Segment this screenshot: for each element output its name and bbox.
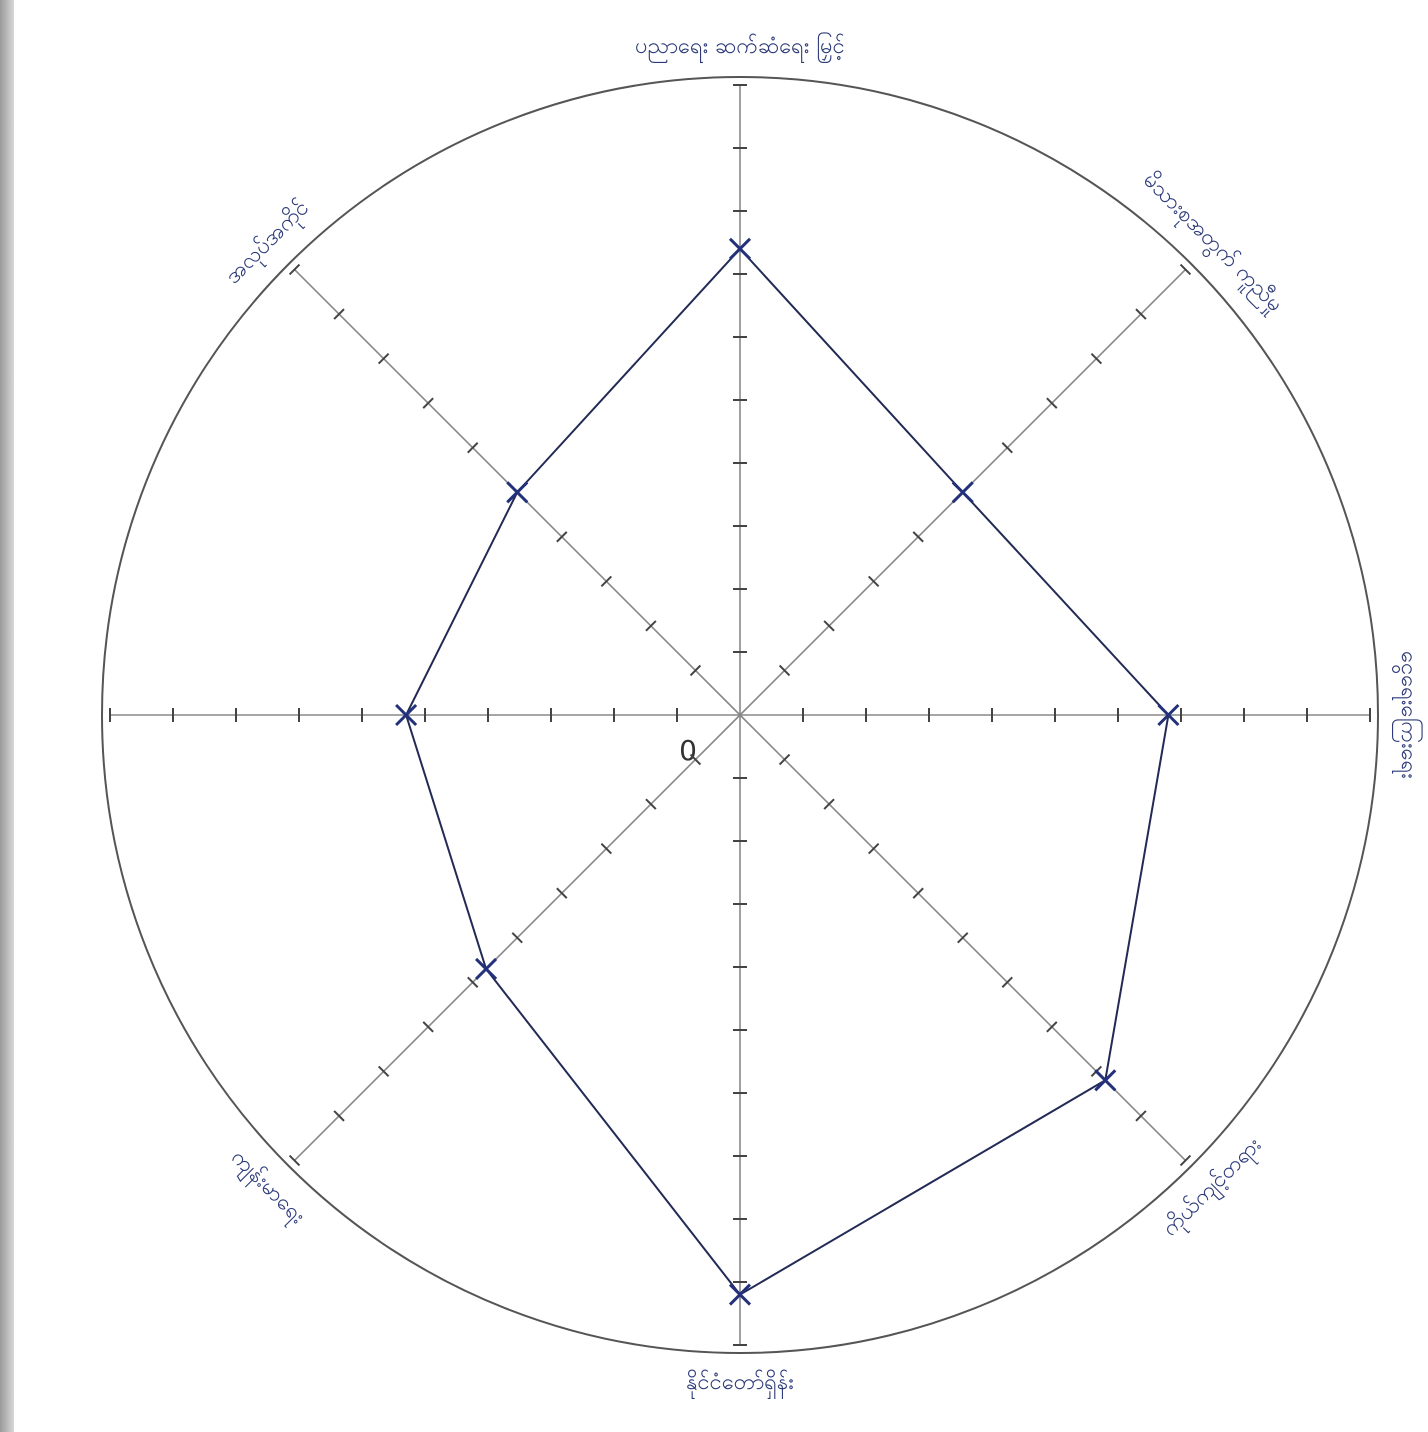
data-point [1095, 1070, 1115, 1090]
axis-label: နိုင်ငံတော်ရှိန်း [686, 1369, 794, 1400]
axis-label: ငွေရေးကြေးရေး [1391, 651, 1423, 779]
axis-label: ပညာရေး ဆက်ဆံရေး မြှင့် [635, 32, 845, 63]
data-point [953, 482, 973, 502]
chart: 0 ပညာရေး ဆက်ဆံရေး မြှင့်မိသားစုအတွက် ကူည… [0, 0, 1428, 1432]
data-point [476, 959, 496, 979]
page: {"chart_data": {"type": "radar", "catego… [0, 0, 1428, 1432]
center-label: 0 [679, 734, 697, 767]
data-point [507, 482, 527, 502]
